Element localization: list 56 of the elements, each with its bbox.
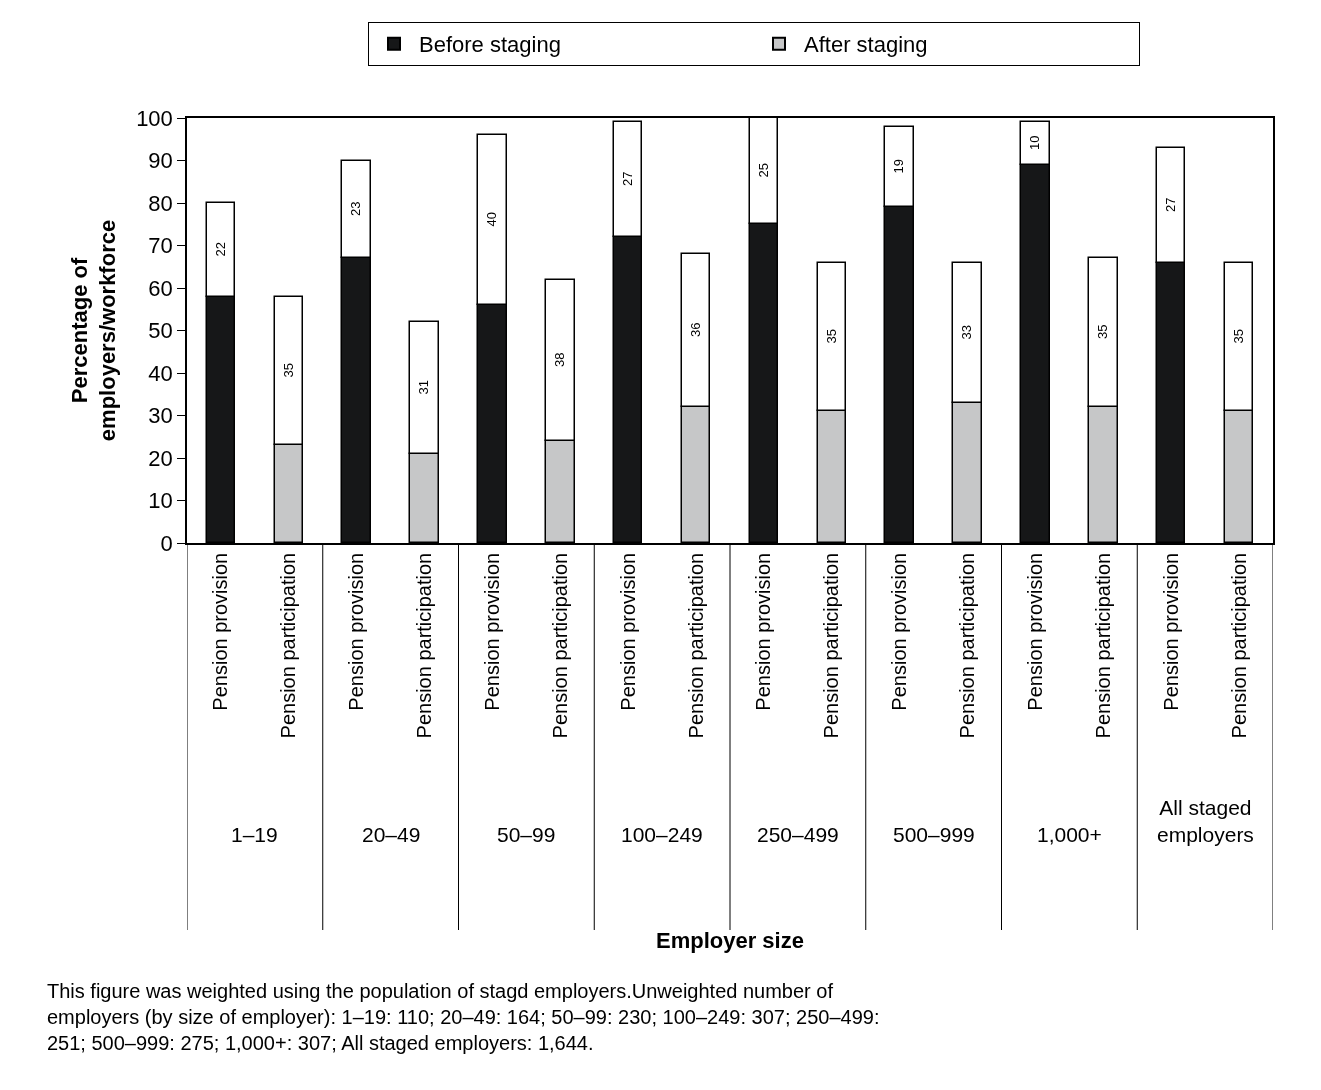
x-tick-label: Pension participation [1227,552,1250,739]
x-tick-label: Pension participation [548,552,571,739]
data-label: 27 [1162,197,1178,212]
text: 100–249 [621,823,703,846]
x-tick-label: Pension provision [480,552,503,711]
data-label: 40 [484,212,500,227]
x-tick-label: Pension participation [277,552,300,739]
x-tick-label: Pension participation [956,552,979,739]
x-tick-label: Pension participation [820,552,843,739]
legend-label: After staging [804,32,928,58]
data-label: 35 [280,363,296,378]
y-tick-label: 20 [148,445,173,471]
data-label: 33 [959,325,975,340]
data-label: 22 [212,242,228,257]
data-label: 23 [348,201,364,216]
x-tick-label: Pension provision [752,552,775,711]
text: 1,000+ [1037,823,1102,846]
x-tick-label: Pension provision [888,552,911,711]
y-tick-label: 40 [148,360,173,386]
data-label: 10 [1027,135,1043,150]
x-tick-label: Pension provision [345,552,368,711]
y-tick-label: 60 [148,275,173,301]
text: All staged employers [1157,796,1254,847]
y-tick-label: 30 [148,403,173,429]
x-tick-label: Pension provision [209,552,232,711]
text: 20–49 [362,823,421,846]
y-tick-label: 70 [148,233,173,259]
legend-label: Before staging [419,32,561,58]
y-tick-label: 0 [160,530,173,556]
text: 500–999 [893,823,975,846]
data-label: 27 [619,171,635,186]
text: This figure was weighted using the population of stagd employers.Unweighted number of employers (by size of employer): 1–19: 110; 20–49: 164; 50–99: 230; 100–249: 307; 250–499: 251; 500–999: 275; 1,000+: 307; All staged employers: 1,644. [47,980,880,1054]
text: Employer size [656,928,804,953]
x-tick-label: Pension provision [1159,552,1182,711]
data-label: 36 [687,322,703,337]
text: 1–19 [231,823,278,846]
x-tick-label: Pension provision [616,552,639,711]
data-label: 35 [823,329,839,344]
text: 50–99 [497,823,556,846]
y-tick-label: 90 [148,148,173,174]
data-label: 25 [755,163,771,178]
data-label: 19 [891,159,907,174]
x-tick-label: Pension provision [1023,552,1046,711]
data-label: 38 [552,352,568,367]
x-tick-label: Pension participation [413,552,436,739]
data-label: 35 [1230,329,1246,344]
y-tick-label: 80 [148,190,173,216]
data-label: 35 [1095,324,1111,339]
x-tick-label: Pension participation [1091,552,1114,739]
y-tick-label: 100 [136,105,173,131]
y-axis-title: Percentage of employers/workforce [66,219,121,442]
text: 250–499 [757,823,839,846]
y-tick-label: 10 [148,488,173,514]
x-tick-label: Pension participation [684,552,707,739]
data-label: 31 [416,380,432,395]
y-tick-label: 50 [148,318,173,344]
